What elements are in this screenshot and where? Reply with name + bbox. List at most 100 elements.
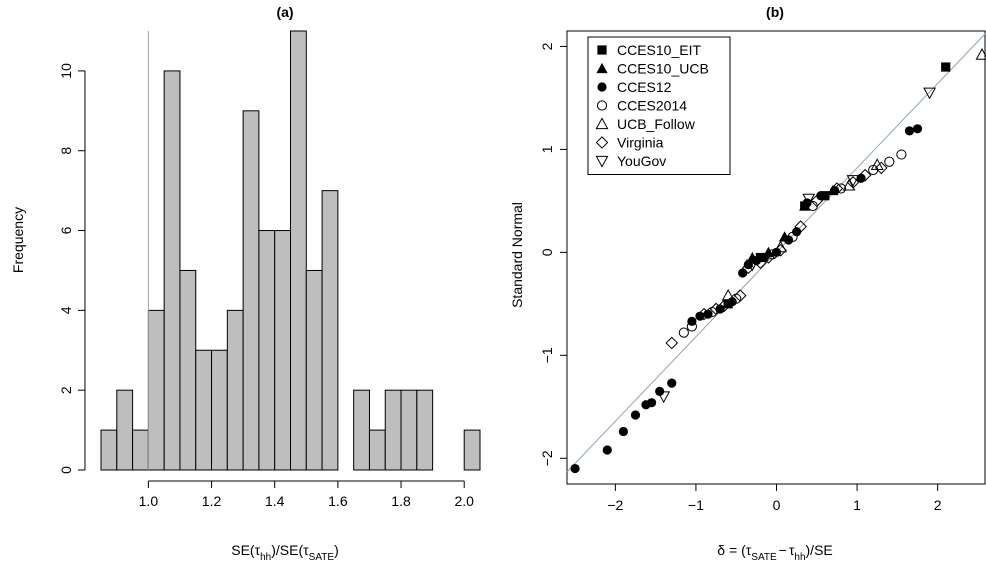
legend-label: UCB_Follow: [617, 116, 696, 132]
qq-point: [630, 410, 641, 420]
panel-a-title: (a): [276, 4, 293, 20]
qq-point: [802, 193, 816, 206]
qq-point: [762, 251, 775, 264]
qq-points: [570, 48, 986, 474]
legend-label: CCES10_EIT: [617, 42, 701, 58]
qq-y-axis: −2 −1 0 1 2: [539, 42, 567, 466]
legend-label: Virginia: [617, 135, 664, 151]
qq-x-tick-label: 1: [853, 497, 861, 513]
histogram-y-tick-label: 6: [58, 226, 74, 234]
histogram-bar: [416, 389, 434, 471]
legend-marker: [596, 62, 608, 74]
qq-point: [835, 183, 847, 194]
qq-y-tick-label: 1: [539, 145, 555, 153]
qq-point: [896, 149, 907, 160]
histogram-panel: (a) 1.0 1.2 1.4 1.6 1.8 2.0 0 2 4 6 8 10 Frequency…: [10, 4, 481, 563]
histogram-bar: [211, 349, 228, 471]
histogram-bar: [195, 349, 213, 471]
qq-x-axis: −2 −1 0 1 2: [607, 484, 942, 513]
legend-marker: [595, 155, 609, 168]
histogram-x-tick-label: 1.6: [328, 493, 348, 509]
histogram-bar: [384, 389, 402, 471]
legend-marker: [597, 45, 607, 55]
qq-y-tick-label: 0: [539, 248, 555, 256]
qq-point: [846, 176, 860, 189]
histogram-bar: [116, 389, 134, 471]
histogram-bar: [179, 269, 197, 471]
histogram-x-tick-label: 1.4: [265, 493, 285, 509]
qq-plot-panel: (b) −2 −1 0 1 2 −2 −1 0 1 2 CCES10_EIT CCES10_UCB…: [509, 4, 986, 563]
qq-point: [738, 268, 748, 278]
qq-point: [802, 198, 812, 208]
qq-x-tick-label: −1: [688, 497, 704, 513]
histogram-x-axis-label: SE(τhh)/SE(τSATE): [231, 542, 338, 563]
qq-point: [794, 220, 807, 233]
histogram-bar: [321, 190, 339, 471]
qq-y-tick-label: −1: [539, 347, 555, 363]
qq-point: [647, 398, 657, 408]
legend-box: [587, 36, 731, 175]
histogram-x-tick-label: 1.0: [139, 493, 159, 509]
qq-point: [741, 261, 755, 275]
legend-marker: [597, 82, 607, 92]
histogram-bar: [100, 429, 118, 471]
histogram-bar: [163, 70, 181, 471]
qq-point: [830, 182, 844, 195]
qq-point: [733, 289, 747, 302]
qq-x-tick-label: 0: [773, 497, 781, 513]
qq-point: [686, 321, 697, 332]
qq-point: [759, 252, 770, 263]
legend-marker: [595, 117, 609, 130]
qq-point: [846, 175, 860, 187]
qq-y-tick-label: −2: [539, 450, 555, 466]
qq-point: [687, 316, 697, 326]
histogram-bar: [132, 429, 149, 471]
qq-point: [745, 259, 759, 272]
qq-point: [754, 256, 767, 269]
qq-y-axis-label: Standard Normal: [509, 202, 525, 308]
qq-point: [923, 87, 937, 100]
histogram-x-tick-label: 1.2: [202, 493, 222, 509]
histogram-bar: [400, 389, 418, 471]
qq-point: [810, 194, 824, 208]
qq-point: [858, 168, 872, 182]
qq-point: [602, 445, 612, 455]
histogram-bar: [305, 269, 323, 471]
histogram-bar: [353, 389, 370, 471]
qq-x-axis-label: δ = (τSATE − τhh)/SE: [717, 542, 833, 563]
histogram-bar: [147, 309, 165, 471]
qq-point: [884, 156, 895, 167]
histogram-x-axis: 1.0 1.2 1.4 1.6 1.8 2.0: [139, 480, 474, 509]
histogram-bar: [226, 309, 244, 471]
qq-point: [912, 124, 923, 134]
legend-label: CCES10_UCB: [617, 61, 709, 77]
qq-point: [874, 161, 888, 175]
qq-point: [697, 307, 711, 321]
qq-point: [717, 299, 731, 313]
qq-point: [774, 240, 787, 253]
histogram-y-tick-label: 0: [58, 466, 74, 474]
qq-point: [655, 386, 665, 396]
histogram-bars: [100, 30, 481, 471]
qq-y-tick-label: 2: [539, 42, 555, 50]
histogram-bar: [463, 429, 481, 471]
qq-point: [678, 327, 689, 338]
qq-point: [667, 378, 677, 388]
histogram-bar: [290, 30, 307, 471]
qq-point: [715, 304, 725, 314]
legend-label: CCES12: [617, 79, 672, 95]
histogram-y-tick-label: 8: [58, 147, 74, 155]
qq-point: [941, 62, 951, 72]
legend-label: CCES2014: [617, 98, 687, 114]
histogram-bar: [258, 230, 276, 471]
qq-point: [774, 243, 787, 257]
histogram-x-tick-label: 1.8: [391, 493, 411, 509]
histogram-y-tick-label: 2: [58, 386, 74, 394]
legend-marker: [596, 100, 608, 111]
qq-point: [618, 426, 629, 437]
histogram-x-tick-label: 2.0: [454, 493, 474, 509]
qq-x-tick-label: −2: [607, 497, 623, 513]
qq-point: [787, 231, 798, 243]
histogram-bar: [368, 429, 386, 471]
